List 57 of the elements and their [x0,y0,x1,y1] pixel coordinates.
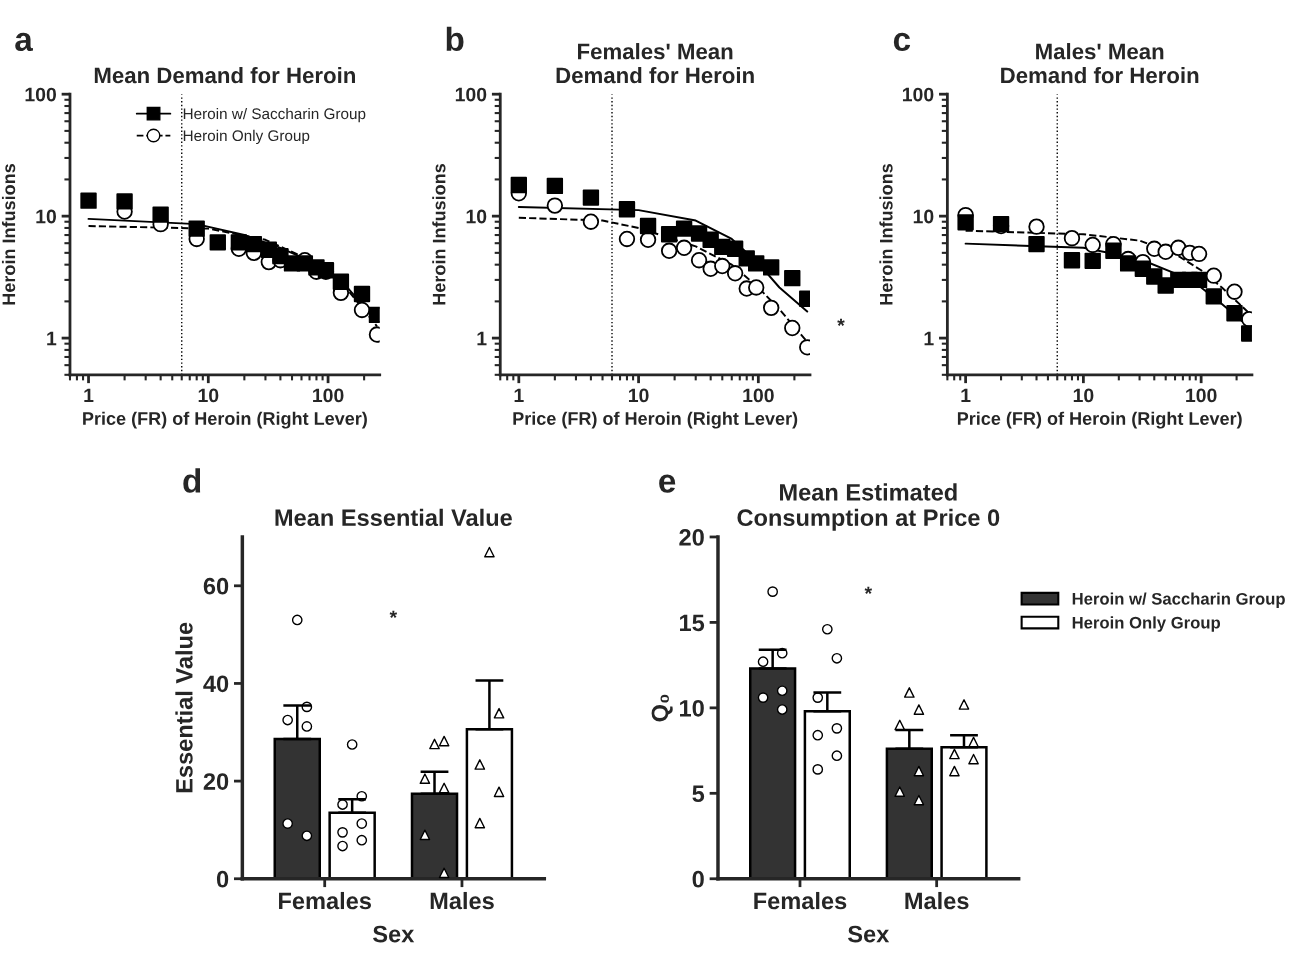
legend-label: Heroin Only Group [183,129,310,145]
y-tick-label: 5 [692,785,705,803]
x-tick-label: Females [754,891,847,910]
text: e [659,474,676,493]
x-tick-label: 100 [743,388,774,403]
chart-title: Mean Demand for Heroin [94,66,355,84]
x-tick-label: 100 [1186,388,1217,403]
y-tick-label: 15 [680,614,705,632]
x-tick-label: 10 [1073,388,1094,403]
y-tick-label: 0 [692,870,704,888]
x-tick-label: 10 [628,388,649,403]
x-axis-title: Sex [373,925,415,943]
x-tick-label: 1 [514,388,524,403]
x-axis-title: Sex [847,925,890,943]
text: b [446,26,464,52]
y-axis-title: Q₀ [651,694,673,722]
chart-title: Females' Mean Demand for Heroin [556,43,754,84]
y-tick-label: 0 [216,870,229,888]
y-tick-label: 40 [203,675,229,693]
y-tick-label: 100 [455,87,487,102]
y-tick-label: 1 [924,331,934,346]
x-tick-label: 1 [961,388,971,403]
x-axis-title: Price (FR) of Heroin (Right Lever) [957,411,1242,429]
text: d [183,468,201,493]
chart-title: Mean Essential Value [275,508,512,527]
y-axis-title: Heroin Infusions [879,164,893,305]
y-tick-label: 60 [203,577,229,595]
text: c [893,32,911,52]
y-tick-label: 10 [466,209,487,224]
y-tick-label: 100 [25,87,56,102]
chart-title: Males' Mean Demand for Heroin [1001,43,1199,84]
annotation: * [389,610,398,618]
y-tick-label: 1 [47,331,57,346]
x-tick-label: Males [905,891,969,910]
x-tick-label: 100 [313,388,344,403]
y-tick-label: 20 [679,529,704,546]
legend-label: Heroin w/ Saccharin Group [183,107,366,123]
text: * [837,318,845,326]
y-tick-label: 10 [680,699,704,717]
x-axis-title: Price (FR) of Heroin (Right Lever) [513,411,798,429]
legend-label: Heroin w/ Saccharin Group [1072,592,1285,608]
y-tick-label: 20 [203,773,229,790]
text: a [15,32,33,52]
x-axis-title: Price (FR) of Heroin (Right Lever) [83,411,367,429]
y-tick-label: 100 [902,87,934,102]
y-axis-title: Heroin Infusions [432,164,446,305]
y-tick-label: 10 [913,209,934,224]
x-tick-label: Females [279,891,371,910]
y-axis-title: Essential Value [175,622,193,793]
annotation: * [864,586,873,594]
x-tick-label: 1 [84,388,94,403]
y-tick-label: 10 [36,209,56,224]
legend-label: Heroin Only Group [1072,616,1221,632]
y-axis-title: Heroin Infusions [1,164,16,305]
chart-title: Mean Estimated Consumption at Price 0 [737,483,1000,531]
x-tick-label: Males [430,891,494,910]
y-tick-label: 1 [477,331,487,346]
